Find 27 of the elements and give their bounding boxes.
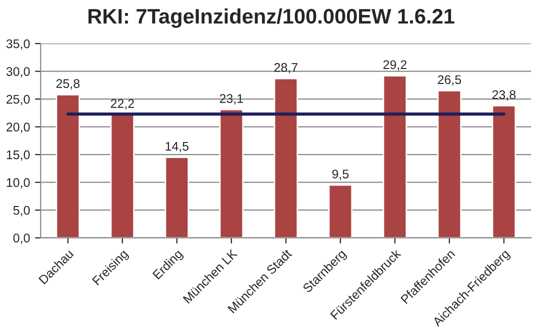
y-tick-label: 5,0 <box>13 206 30 216</box>
y-tick-label: 25,0 <box>6 94 30 106</box>
bar <box>274 78 298 238</box>
y-tick-label: 35,0 <box>6 39 30 50</box>
data-label: 14,5 <box>166 142 189 152</box>
y-tick-label: 30,0 <box>6 67 30 78</box>
y-tick-label: 20,0 <box>6 122 30 133</box>
y-tick-label: 15,0 <box>6 150 30 161</box>
data-label: 22,2 <box>110 99 134 110</box>
chart-title: RKI: 7TageInzidenz/100.000EW 1.6.21 <box>88 8 454 28</box>
bar <box>492 105 516 238</box>
data-label: 9,5 <box>332 170 349 180</box>
data-label: 23,8 <box>492 90 516 101</box>
data-label: 26,5 <box>438 75 462 86</box>
data-label: 25,8 <box>56 79 80 90</box>
bar <box>110 114 135 238</box>
bar <box>56 94 80 238</box>
data-label: 23,1 <box>220 94 243 104</box>
bar <box>328 184 353 238</box>
bar <box>164 156 190 238</box>
y-tick-label: 0,0 <box>13 234 30 244</box>
y-tick-label: 10,0 <box>6 178 30 188</box>
data-label: 29,2 <box>383 60 406 71</box>
bar <box>219 108 244 238</box>
data-label: 28,7 <box>274 63 298 74</box>
bar <box>382 75 408 238</box>
bar <box>437 90 462 238</box>
